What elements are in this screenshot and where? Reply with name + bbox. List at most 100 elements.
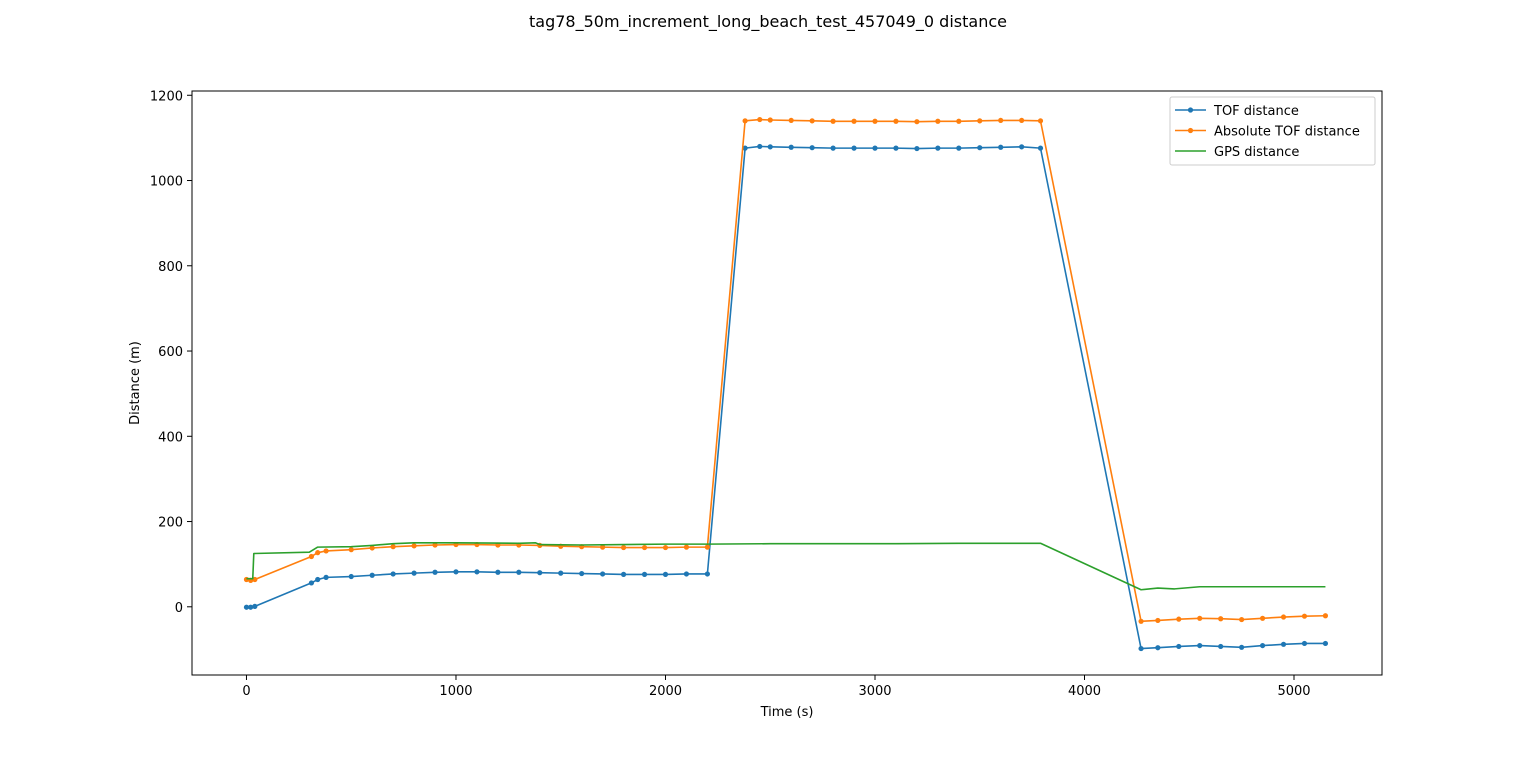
plot-frame (191, 90, 1383, 676)
data-point (935, 145, 941, 151)
series-layer (243, 116, 1329, 652)
data-point (1259, 642, 1266, 649)
data-point (1239, 616, 1245, 623)
data-point (369, 572, 375, 578)
data-point (474, 569, 480, 575)
data-point (704, 544, 710, 550)
data-point (579, 570, 585, 577)
data-point (893, 145, 899, 151)
series-line (246, 145, 1326, 650)
x-tick-label: 1000 (439, 684, 472, 699)
data-point (872, 118, 878, 124)
data-point (1280, 641, 1287, 647)
data-point (662, 544, 669, 551)
data-point (1218, 616, 1224, 622)
plot-area (191, 90, 1383, 676)
series-1 (243, 116, 1329, 624)
y-tick-label: 200 (158, 516, 183, 531)
data-point (788, 144, 794, 150)
data-point (432, 542, 438, 548)
data-point (683, 571, 690, 577)
data-point (1019, 144, 1025, 150)
data-point (998, 117, 1004, 124)
data-point (1218, 643, 1224, 650)
data-point (252, 603, 258, 609)
data-point (662, 571, 669, 578)
data-point (998, 144, 1004, 150)
legend-marker (1187, 127, 1194, 134)
data-point (704, 571, 710, 577)
data-point (432, 569, 438, 575)
x-axis-ticks: 0 1000 2000 3000 4000 5000 (242, 675, 1311, 699)
data-point (1322, 640, 1329, 647)
y-axis-label: Distance (m) (128, 341, 143, 425)
data-point (348, 547, 354, 553)
data-point (1037, 118, 1044, 124)
x-tick-label: 5000 (1277, 684, 1310, 699)
data-point (683, 544, 690, 550)
data-point (977, 118, 983, 124)
y-tick-label: 800 (158, 260, 183, 275)
data-point (956, 145, 962, 151)
data-point (872, 145, 878, 151)
data-point (830, 118, 836, 124)
data-point (1138, 618, 1144, 624)
data-point (1301, 640, 1308, 647)
data-point (742, 118, 748, 124)
data-point (323, 548, 329, 554)
data-point (600, 571, 606, 577)
series-line (246, 542, 1326, 591)
data-point (315, 550, 321, 556)
legend-marker (1187, 107, 1194, 113)
series-line (246, 118, 1326, 623)
data-point (453, 569, 459, 575)
data-point (742, 145, 748, 151)
data-point (977, 145, 983, 151)
data-point (788, 117, 794, 124)
data-point (411, 570, 417, 576)
data-point (767, 117, 773, 123)
data-point (830, 145, 836, 151)
legend-item: GPS distance (1175, 145, 1299, 160)
data-point (1197, 642, 1203, 649)
data-point (914, 145, 920, 152)
data-point (516, 569, 522, 575)
data-point (1155, 617, 1161, 624)
legend: TOF distance Absolute TOF distance GPS dis… (1169, 96, 1376, 166)
data-point (809, 145, 815, 151)
data-point (600, 544, 606, 550)
data-point (767, 144, 773, 150)
data-point (243, 604, 250, 610)
data-point (851, 145, 857, 151)
data-point (757, 116, 763, 123)
series-2 (246, 542, 1326, 591)
data-point (390, 544, 396, 550)
data-point (390, 571, 396, 577)
legend-box (1169, 96, 1376, 166)
data-point (641, 571, 648, 578)
data-point (914, 119, 920, 125)
y-tick-label: 1000 (150, 175, 183, 190)
data-point (315, 576, 321, 583)
data-point (308, 580, 315, 586)
data-point (809, 118, 815, 124)
data-point (369, 545, 375, 551)
data-point (757, 143, 763, 150)
y-tick-label: 1200 (150, 89, 183, 104)
y-axis-ticks: 0 200 400 600 800 1000 1200 (150, 89, 192, 616)
data-point (348, 573, 354, 580)
data-point (1037, 145, 1044, 151)
data-point (411, 543, 417, 549)
legend-label: Absolute TOF distance (1214, 125, 1360, 140)
data-point (1197, 615, 1203, 621)
data-point (1239, 644, 1245, 650)
chart-title: tag78_50m_increment_long_beach_test_4570… (529, 12, 1007, 32)
data-point (495, 569, 501, 575)
data-point (1322, 613, 1329, 619)
data-point (558, 570, 564, 576)
legend-item: TOF distance (1175, 104, 1299, 119)
x-tick-label: 2000 (649, 684, 682, 699)
y-tick-label: 400 (158, 430, 183, 445)
